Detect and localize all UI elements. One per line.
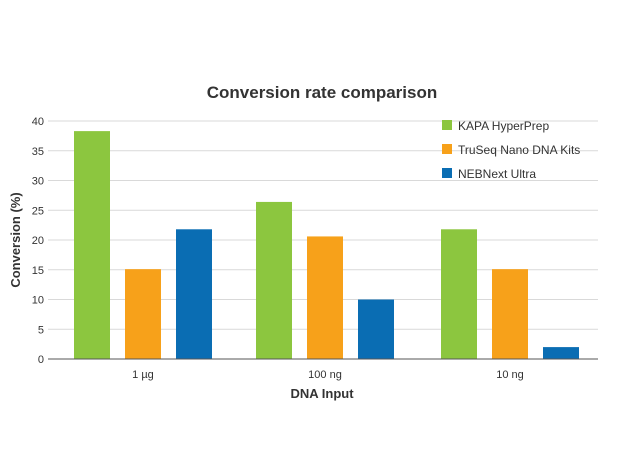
y-tick-label: 10 [32,295,44,307]
bar [125,269,161,359]
bar [74,131,110,359]
legend-swatch [442,120,452,130]
legend-label: TruSeq Nano DNA Kits [458,143,580,157]
x-tick-label: 100 ng [308,369,342,381]
legend-label: NEBNext Ultra [458,167,536,181]
bar [307,236,343,359]
bar [256,201,292,359]
bar [176,229,212,359]
y-tick-label: 5 [38,324,44,336]
bars [74,131,579,359]
legend-swatch [442,168,452,178]
bar [492,269,528,359]
bar [441,229,477,359]
y-axis-title: Conversion (%) [8,192,23,287]
x-axis-title: DNA Input [290,386,354,401]
y-tick-label: 40 [32,116,44,128]
x-axis-ticks: 1 µg 100 ng 10 ng [132,369,524,381]
bar [358,299,394,359]
y-axis-ticks: 0 5 10 15 20 25 30 35 40 [32,116,44,366]
y-tick-label: 30 [32,176,44,188]
x-tick-label: 10 ng [496,369,524,381]
y-tick-label: 25 [32,205,44,217]
x-tick-label: 1 µg [132,369,154,381]
legend: KAPA HyperPrep TruSeq Nano DNA Kits NEBNex… [442,119,580,181]
y-tick-label: 20 [32,235,44,247]
chart-title: Conversion rate comparison [207,83,438,102]
legend-swatch [442,144,452,154]
y-tick-label: 15 [32,265,44,277]
legend-label: KAPA HyperPrep [458,119,549,133]
y-tick-label: 35 [32,146,44,158]
y-tick-label: 0 [38,354,44,366]
bar [543,347,579,359]
